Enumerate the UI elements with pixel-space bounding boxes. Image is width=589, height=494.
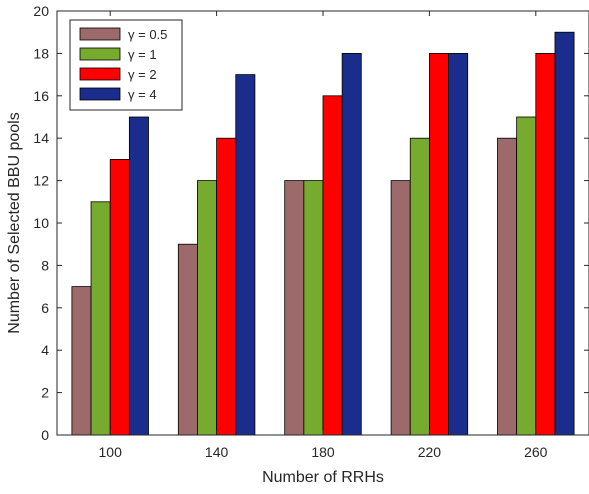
bar (341, 53, 362, 436)
x-tick-label: 220 (418, 444, 442, 460)
x-tick-label: 100 (99, 444, 123, 460)
bar (71, 286, 92, 436)
bar (303, 180, 324, 436)
y-tick-label: 0 (41, 427, 49, 443)
plot-frame (56, 10, 589, 436)
bar (409, 137, 430, 436)
x-tick-label: 180 (311, 444, 335, 460)
x-tick-label: 260 (524, 444, 548, 460)
bars-group (71, 31, 575, 436)
bar (390, 180, 411, 436)
y-axis-ticks: 0 2 4 6 8 10 12 14 16 18 20 (33, 3, 589, 443)
y-tick-label: 10 (33, 215, 49, 231)
legend-swatch (79, 47, 121, 61)
legend-label: γ = 0.5 (128, 27, 167, 42)
bar (90, 201, 111, 436)
bar (322, 95, 343, 436)
bar (197, 180, 217, 436)
bar (554, 31, 575, 436)
y-tick-label: 8 (41, 257, 49, 273)
x-axis-label: Number of RRHs (262, 469, 384, 486)
y-tick-label: 2 (41, 385, 49, 401)
legend-swatch (79, 27, 121, 41)
y-tick-label: 12 (33, 173, 49, 189)
bar (448, 53, 469, 436)
bar (128, 116, 149, 436)
y-tick-label: 20 (33, 3, 49, 19)
bar (216, 137, 237, 436)
y-tick-label: 4 (41, 342, 49, 358)
legend-label: γ = 1 (128, 47, 157, 62)
bar (109, 158, 130, 436)
legend: γ = 0.5 γ = 1 γ = 2 γ = 4 (69, 19, 183, 111)
legend-swatch (79, 87, 121, 101)
bar (497, 137, 518, 436)
x-axis-ticks: 100 140 180 220 260 (99, 11, 548, 460)
y-tick-label: 6 (41, 300, 49, 316)
legend-label: γ = 4 (128, 87, 157, 102)
bar (516, 116, 537, 436)
y-tick-label: 14 (33, 130, 49, 146)
y-tick-label: 18 (33, 45, 49, 61)
bar (535, 53, 556, 436)
y-axis-label: Number of Selected BBU pools (6, 112, 23, 333)
y-tick-label: 16 (33, 88, 49, 104)
legend-label: γ = 2 (128, 67, 157, 82)
bar (235, 74, 256, 436)
bar (284, 180, 305, 436)
x-tick-label: 140 (205, 444, 229, 460)
legend-swatch (79, 67, 121, 81)
bar (177, 243, 198, 436)
bar (428, 53, 449, 436)
